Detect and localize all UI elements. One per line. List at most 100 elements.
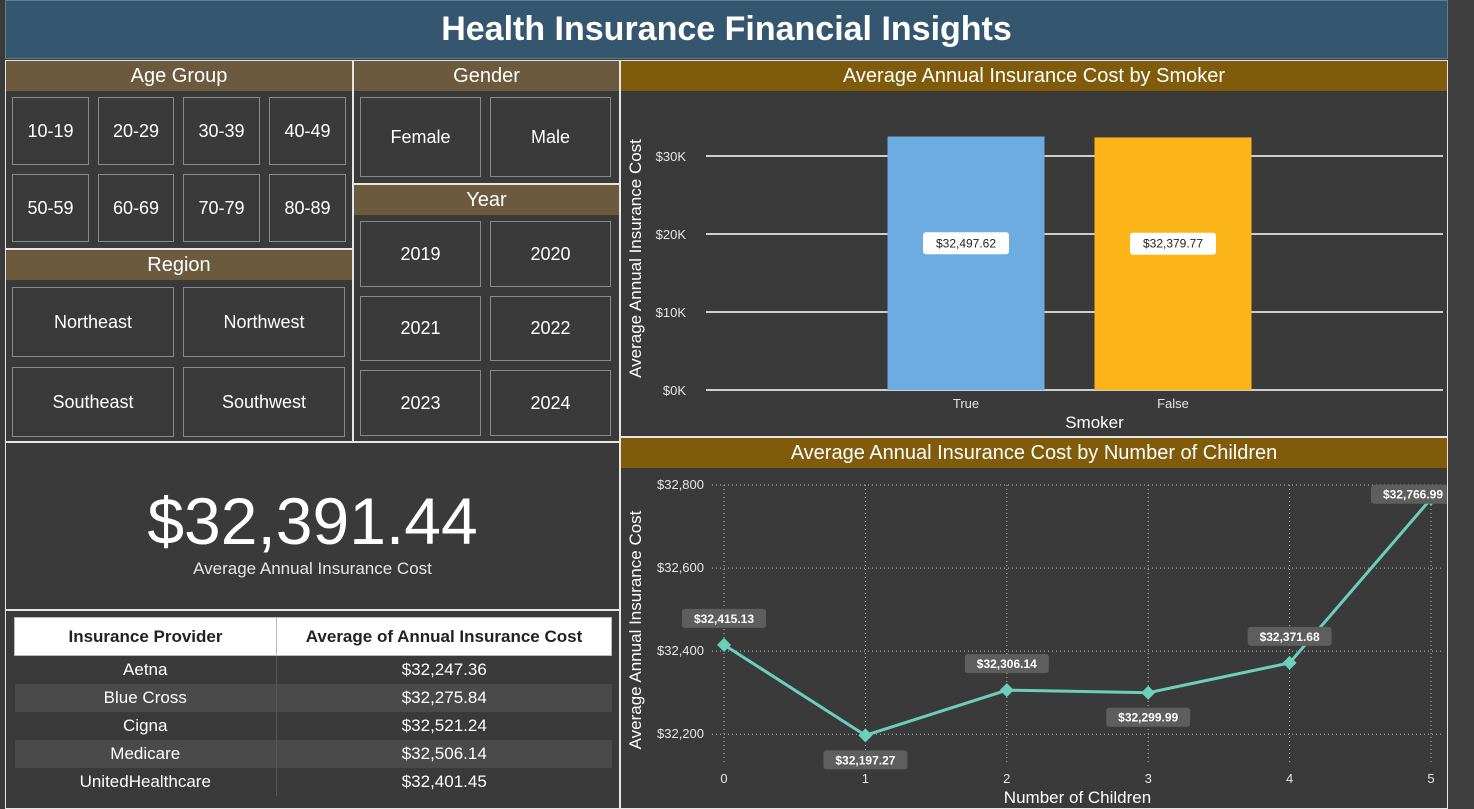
- age-btn-20-29[interactable]: 20-29: [98, 97, 174, 165]
- kpi-label: Average Annual Insurance Cost: [193, 559, 432, 578]
- table-row: Aetna $32,247.36: [14, 655, 612, 684]
- x-tick-label: 3: [1145, 771, 1152, 786]
- window-edge: [1448, 0, 1474, 809]
- column-header-avg-cost[interactable]: Average of Annual Insurance Cost: [276, 617, 612, 656]
- data-label-box: [923, 232, 1009, 255]
- x-axis-title: Smoker: [1065, 413, 1124, 432]
- y-tick-label: $10K: [656, 305, 687, 320]
- cost-cell: $32,247.36: [401, 659, 487, 679]
- data-label-box: [823, 750, 908, 770]
- age-btn-70-79[interactable]: 70-79: [183, 174, 260, 242]
- age-group-header: Age Group: [6, 61, 352, 91]
- dashboard-title: Health Insurance Financial Insights: [441, 10, 1012, 48]
- data-point: [717, 637, 731, 652]
- provider-cell: Aetna: [14, 655, 277, 684]
- x-tick-label: 0: [720, 771, 727, 786]
- year-header: Year: [354, 185, 619, 215]
- age-btn-50-59[interactable]: 50-59: [12, 174, 89, 242]
- x-tick-label: 4: [1286, 771, 1293, 786]
- region-header: Region: [6, 250, 352, 280]
- y-axis-title: Average Annual Insurance Cost: [626, 510, 645, 749]
- y-tick-label: $32,800: [657, 477, 704, 492]
- data-label: $32,415.13: [694, 612, 754, 626]
- age-btn-10-19[interactable]: 10-19: [12, 97, 89, 165]
- x-tick-label: 5: [1427, 771, 1434, 786]
- column-header-provider[interactable]: Insurance Provider: [14, 617, 277, 656]
- y-tick-label: $32,400: [657, 643, 704, 658]
- data-point: [858, 728, 873, 743]
- gender-btn-male[interactable]: Male: [490, 97, 611, 177]
- x-tick-label: 1: [862, 771, 869, 786]
- data-label: $32,197.27: [835, 753, 895, 767]
- table-row: Medicare $32,506.14: [14, 739, 612, 768]
- data-label-box: [1130, 232, 1216, 255]
- gender-btn-female[interactable]: Female: [360, 97, 481, 177]
- provider-table-panel: Insurance Provider Average of Annual Ins…: [5, 610, 620, 809]
- year-btn-2023[interactable]: 2023: [360, 370, 481, 436]
- year-btn-2022[interactable]: 2022: [490, 296, 611, 361]
- y-tick-label: $20K: [656, 227, 687, 242]
- kpi-value: $32,391.44: [147, 484, 478, 558]
- y-tick-label: $0K: [663, 383, 686, 398]
- region-slicer: Region Northeast Northwest Southeast Sou…: [5, 249, 353, 442]
- data-point: [1282, 655, 1297, 670]
- y-axis-title: Average Annual Insurance Cost: [626, 139, 645, 378]
- year-btn-2020[interactable]: 2020: [490, 221, 611, 287]
- y-tick-label: $32,600: [657, 560, 704, 575]
- gender-header: Gender: [354, 61, 619, 91]
- table-row: UnitedHealthcare $32,401.45: [14, 767, 612, 796]
- data-label: $32,306.14: [977, 657, 1037, 671]
- cost-cell: $32,521.24: [401, 715, 487, 735]
- data-label-box: [1247, 626, 1332, 646]
- smoker-bar-chart: $0K $10K $20K $30K $32,497.62 True $32,379.77 F…: [626, 136, 1443, 432]
- children-chart-title: Average Annual Insurance Cost by Number …: [621, 438, 1447, 468]
- table-header-row: Insurance Provider Average of Annual Ins…: [14, 617, 612, 656]
- table-row: Blue Cross $32,275.84: [14, 683, 612, 712]
- age-group-slicer: Age Group 10-19 20-29 30-39 40-49 50-59 …: [5, 60, 353, 249]
- cost-cell: $32,401.45: [401, 771, 487, 791]
- year-slicer: Year 2019 2020 2021 2022 2023 2024: [353, 184, 620, 442]
- y-tick-label: $32,200: [657, 726, 704, 741]
- data-label: $32,299.99: [1118, 711, 1178, 725]
- data-point: [999, 683, 1014, 698]
- age-btn-40-49[interactable]: 40-49: [269, 97, 346, 165]
- bar-false: [1094, 137, 1252, 390]
- kpi-card: $32,391.44 Average Annual Insurance Cost: [5, 442, 620, 610]
- region-btn-southwest[interactable]: Southwest: [183, 367, 345, 437]
- provider-cell: Medicare: [14, 739, 277, 768]
- year-btn-2021[interactable]: 2021: [360, 296, 481, 361]
- data-label: $32,379.77: [1143, 237, 1203, 251]
- age-btn-80-89[interactable]: 80-89: [269, 174, 346, 242]
- age-btn-60-69[interactable]: 60-69: [98, 174, 174, 242]
- data-label: $32,371.68: [1260, 630, 1320, 644]
- x-tick-label: False: [1157, 396, 1189, 411]
- x-tick-label: True: [953, 396, 979, 411]
- dashboard-title-bar: Health Insurance Financial Insights: [5, 0, 1448, 59]
- cost-cell: $32,275.84: [276, 683, 612, 712]
- children-chart-panel: Average Annual Insurance Cost by Number …: [620, 437, 1448, 809]
- provider-cell: UnitedHealthcare: [14, 767, 277, 796]
- children-line-chart: $32,200 $32,400 $32,600 $32,800 0 1 2 3 4 5 $32,41…: [626, 477, 1447, 807]
- data-point: [1141, 685, 1156, 700]
- provider-cell: Blue Cross: [14, 683, 277, 712]
- table-row: Cigna $32,521.24: [14, 711, 612, 740]
- provider-cell: Cigna: [14, 711, 277, 740]
- data-label: $32,766.99: [1383, 488, 1443, 502]
- gender-slicer: Gender Female Male: [353, 60, 620, 184]
- age-btn-30-39[interactable]: 30-39: [183, 97, 260, 165]
- series-line: [723, 497, 1433, 738]
- data-label-box: [964, 654, 1049, 674]
- x-tick-label: 2: [1003, 771, 1010, 786]
- region-btn-northwest[interactable]: Northwest: [183, 287, 345, 357]
- region-btn-southeast[interactable]: Southeast: [12, 367, 174, 437]
- region-btn-northeast[interactable]: Northeast: [12, 287, 174, 357]
- data-label-box: [682, 608, 766, 628]
- provider-table: Insurance Provider Average of Annual Ins…: [14, 617, 612, 796]
- bar-true: [887, 136, 1045, 390]
- cost-cell: $32,506.14: [276, 739, 612, 768]
- data-label-box: [1371, 484, 1447, 504]
- data-label-box: [1106, 707, 1191, 727]
- year-btn-2019[interactable]: 2019: [360, 221, 481, 287]
- year-btn-2024[interactable]: 2024: [490, 370, 611, 436]
- smoker-chart-title: Average Annual Insurance Cost by Smoker: [621, 61, 1447, 91]
